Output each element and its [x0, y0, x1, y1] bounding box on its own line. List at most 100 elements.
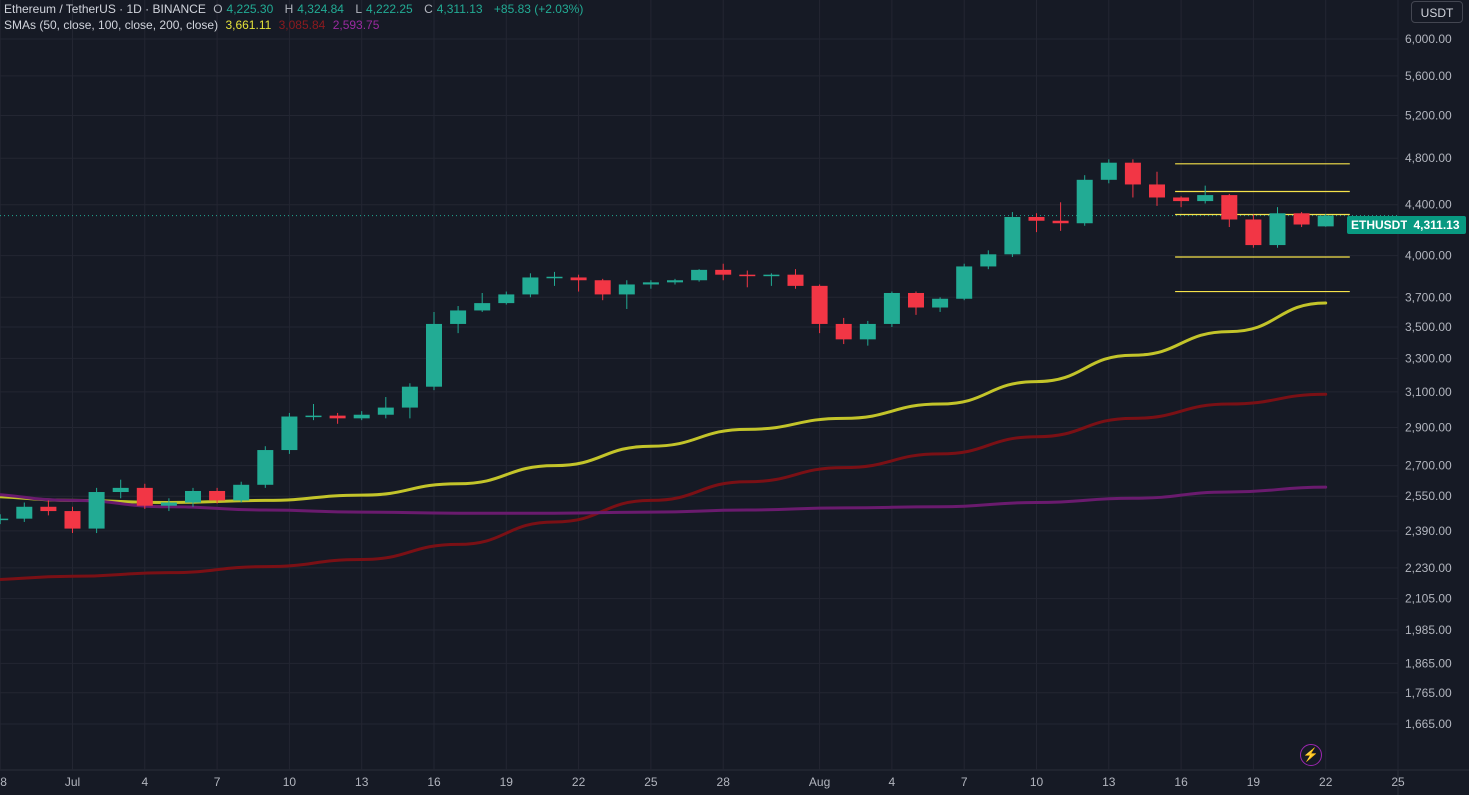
- x-tick-label: 10: [1030, 775, 1044, 789]
- candle-body: [185, 490, 201, 503]
- candle-body: [642, 282, 659, 285]
- x-tick-label: Aug: [809, 775, 830, 789]
- price-tag-value: 4,311.13: [1407, 216, 1466, 234]
- candle-body: [546, 276, 563, 279]
- x-tick-label: 25: [644, 775, 658, 789]
- candle-body: [1004, 217, 1021, 255]
- close-value: 4,311.13: [436, 2, 483, 16]
- sma100-value: 3,085.84: [278, 18, 326, 32]
- change-value: +85.83 (+2.03%): [493, 2, 584, 16]
- open-label: O: [213, 2, 223, 16]
- x-tick-label: 4: [889, 775, 896, 789]
- sma-line-200: [0, 485, 1328, 515]
- candle-body: [883, 292, 900, 324]
- x-tick-label: 25: [1391, 775, 1405, 789]
- y-tick-label: 1,985.00: [1405, 623, 1452, 637]
- candle-body: [426, 323, 442, 387]
- candle-body: [136, 487, 153, 506]
- candle-body: [811, 285, 828, 324]
- y-tick-label: 3,700.00: [1405, 290, 1452, 304]
- candle-body: [980, 254, 997, 267]
- x-tick-label: Jul: [65, 775, 80, 789]
- candle-body: [908, 292, 924, 308]
- ohlc-legend: Ethereum / TetherUS · 1D · BINANCE O 4,22…: [4, 1, 587, 17]
- candle-body: [40, 506, 57, 512]
- y-tick-label: 2,230.00: [1405, 561, 1452, 575]
- candle-body: [88, 492, 105, 529]
- candle-body: [16, 506, 33, 519]
- candle-body: [618, 284, 635, 295]
- candle-body: [1124, 162, 1141, 185]
- candle-body: [835, 323, 852, 340]
- symbol-title[interactable]: Ethereum / TetherUS · 1D · BINANCE: [4, 2, 206, 16]
- candle-body: [1076, 179, 1093, 224]
- y-tick-label: 3,300.00: [1405, 351, 1452, 365]
- low-label: L: [355, 2, 363, 16]
- candle-body: [522, 277, 539, 295]
- candle-body: [377, 407, 394, 415]
- y-tick-label: 4,000.00: [1405, 249, 1452, 263]
- candle-body: [474, 303, 491, 311]
- open-value: 4,225.30: [226, 2, 274, 16]
- close-label: C: [424, 2, 433, 16]
- x-tick-label: 22: [1319, 775, 1333, 789]
- x-tick-label: 19: [1247, 775, 1261, 789]
- x-tick-label: 4: [141, 775, 148, 789]
- x-tick-label: 19: [500, 775, 514, 789]
- y-tick-label: 2,390.00: [1405, 524, 1452, 538]
- y-tick-label: 3,500.00: [1405, 320, 1452, 334]
- y-tick-label: 1,665.00: [1405, 717, 1452, 731]
- y-tick-label: 1,765.00: [1405, 686, 1452, 700]
- currency-button[interactable]: USDT: [1411, 1, 1463, 23]
- x-tick-label: 22: [572, 775, 586, 789]
- x-tick-label: 7: [961, 775, 968, 789]
- sma-line-100: [0, 392, 1328, 582]
- candle-body: [1100, 162, 1117, 180]
- candle-body: [209, 490, 226, 501]
- high-value: 4,324.84: [297, 2, 344, 16]
- x-tick-label: 13: [355, 775, 369, 789]
- y-tick-label: 6,000.00: [1405, 32, 1452, 46]
- candle-body: [859, 323, 876, 340]
- candle-body: [0, 518, 9, 521]
- price-tag-symbol: ETHUSDT: [1347, 216, 1412, 234]
- candle-body: [1173, 197, 1190, 202]
- x-tick-label: 7: [214, 775, 221, 789]
- candle-body: [1269, 213, 1286, 246]
- candle-body: [1028, 217, 1045, 221]
- x-tick-label: 28: [0, 775, 7, 789]
- x-tick-label: 16: [1174, 775, 1188, 789]
- candle-body: [715, 269, 732, 275]
- candle-body: [956, 266, 973, 299]
- candle-body: [1317, 215, 1334, 227]
- candle-body: [1221, 195, 1238, 220]
- y-tick-label: 2,550.00: [1405, 489, 1452, 503]
- y-tick-label: 2,900.00: [1405, 420, 1452, 434]
- candle-body: [594, 280, 611, 295]
- sma200-value: 2,593.75: [332, 18, 380, 32]
- y-tick-label: 4,800.00: [1405, 151, 1452, 165]
- candle-body: [1245, 219, 1262, 246]
- price-axis: [1398, 0, 1469, 795]
- candle-body: [329, 415, 346, 419]
- y-tick-label: 2,105.00: [1405, 592, 1452, 606]
- candle-body: [932, 298, 949, 308]
- lightning-icon[interactable]: ⚡: [1300, 744, 1322, 766]
- candle-body: [64, 511, 81, 529]
- candle-body: [160, 502, 177, 506]
- y-tick-label: 1,865.00: [1405, 656, 1452, 670]
- candle-body: [667, 280, 683, 283]
- x-tick-label: 13: [1102, 775, 1116, 789]
- y-tick-label: 4,400.00: [1405, 198, 1452, 212]
- sma-title[interactable]: SMAs (50, close, 100, close, 200, close): [4, 18, 219, 32]
- candle-body: [257, 450, 274, 485]
- candle-body: [498, 294, 515, 304]
- candle-body: [1197, 195, 1214, 202]
- candle-body: [233, 484, 250, 501]
- candle-body: [787, 274, 804, 286]
- y-tick-label: 5,200.00: [1405, 108, 1452, 122]
- y-tick-label: 2,700.00: [1405, 459, 1452, 473]
- candle-body: [353, 414, 370, 419]
